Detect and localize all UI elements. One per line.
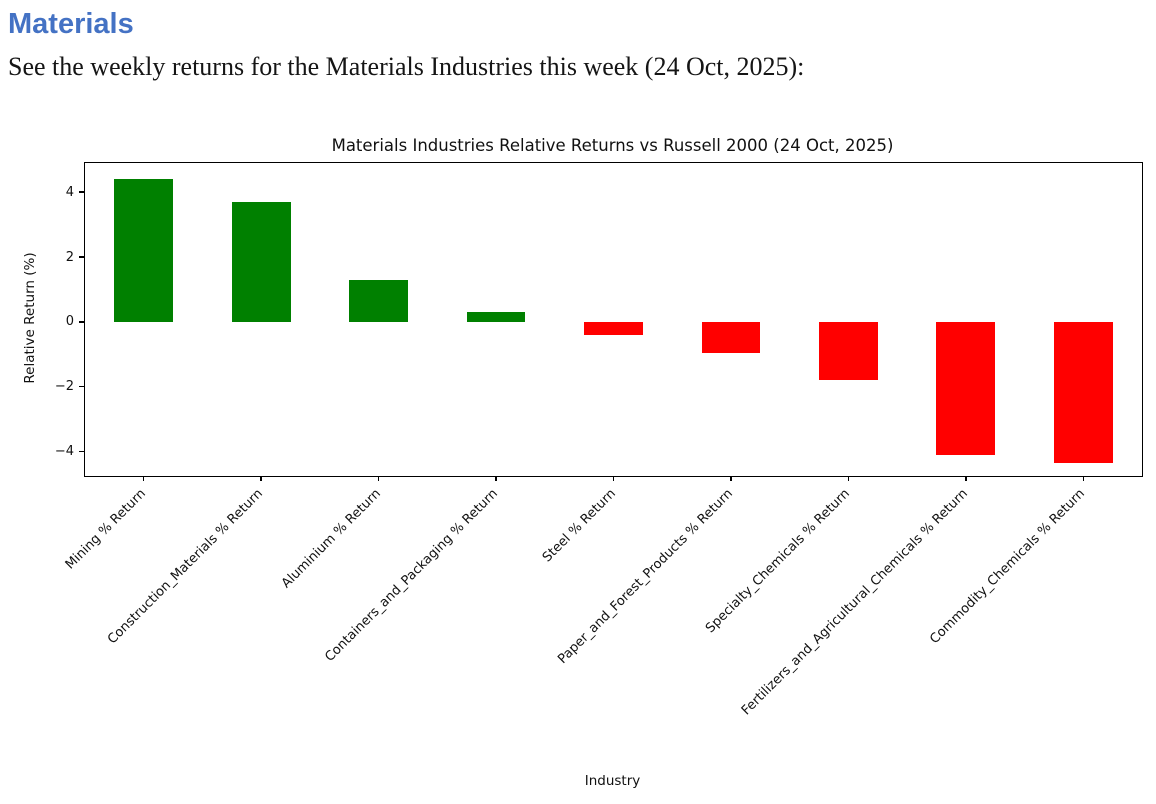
x-tick-mark xyxy=(730,476,732,481)
y-tick-mark xyxy=(79,321,84,323)
bar xyxy=(584,321,643,335)
y-tick-label: 4 xyxy=(65,184,74,200)
plot-area: Mining % Return Construction_Materials % … xyxy=(55,162,1143,718)
x-tick-mark xyxy=(495,476,497,481)
bar xyxy=(1053,321,1113,463)
bar xyxy=(819,321,878,381)
bar xyxy=(114,179,174,322)
section-heading: Materials xyxy=(8,8,134,40)
y-tick-mark xyxy=(79,450,84,453)
intro-text: See the weekly returns for the Materials… xyxy=(8,52,805,81)
x-axis-label: Industry xyxy=(584,773,641,789)
y-tick-label: 0 xyxy=(65,314,74,330)
chart-title: Materials Industries Relative Returns vs… xyxy=(331,136,894,155)
x-tick-mark xyxy=(1082,476,1084,481)
x-tick-mark xyxy=(847,476,850,481)
bar xyxy=(701,321,761,353)
y-tick-mark xyxy=(79,256,84,258)
x-tick-mark xyxy=(143,476,145,481)
materials-returns-chart: Materials Industries Relative Returns vs… xyxy=(0,130,1156,804)
bar xyxy=(349,279,408,322)
y-tick-label: 2 xyxy=(65,249,74,265)
x-tick-mark xyxy=(612,476,615,481)
x-tick-mark xyxy=(377,476,380,481)
bar xyxy=(936,321,996,455)
y-tick-label: −4 xyxy=(54,444,74,460)
y-tick-label: −2 xyxy=(54,379,74,395)
x-tick-mark xyxy=(965,476,967,481)
bar xyxy=(231,201,291,322)
bar xyxy=(466,312,526,322)
y-tick-mark xyxy=(79,191,84,193)
y-tick-mark xyxy=(79,386,84,388)
x-tick-mark xyxy=(260,476,262,481)
